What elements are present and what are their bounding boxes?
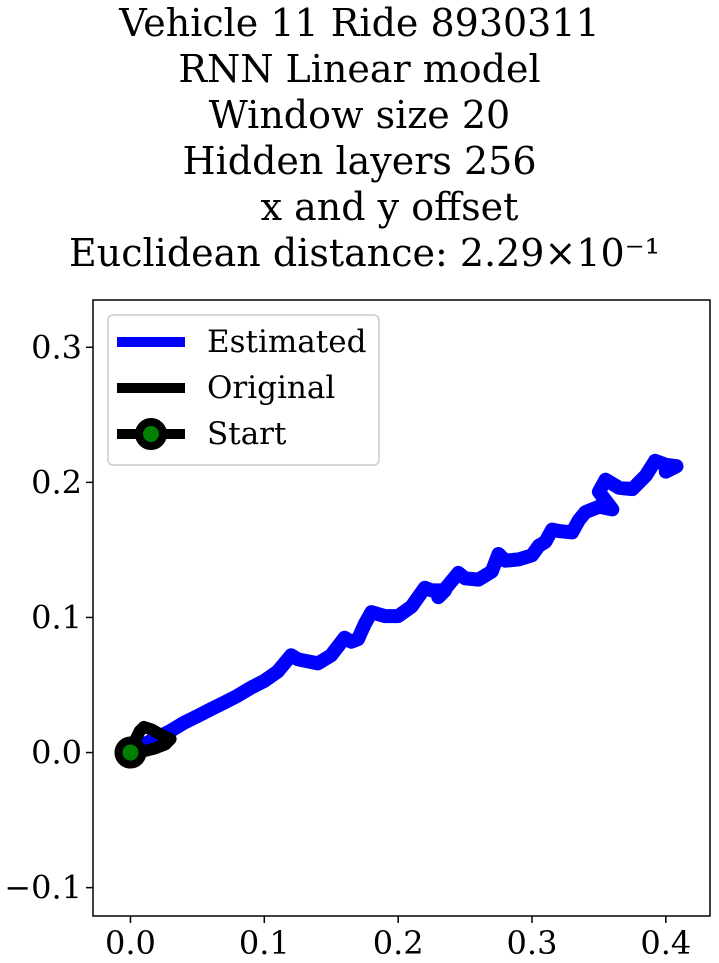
x-tick-label: 0.1 — [239, 924, 290, 962]
x-tick-label: 0.4 — [640, 924, 691, 962]
legend-label-start: Start — [207, 416, 287, 452]
y-tick-label: 0.1 — [31, 598, 82, 636]
plot-frame — [92, 299, 711, 917]
y-tick-label: 0.3 — [31, 328, 82, 366]
title-line: Hidden layers 256 — [182, 139, 537, 183]
legend-label-estimated: Estimated — [207, 324, 366, 360]
title-line: RNN Linear model — [178, 47, 541, 91]
x-tick-label: 0.0 — [105, 924, 156, 962]
legend-label-original: Original — [207, 370, 335, 406]
legend-marker-start — [135, 418, 167, 450]
start-marker — [114, 736, 147, 769]
title-line: x and y offset — [260, 185, 519, 229]
y-tick-label: −0.1 — [4, 869, 82, 907]
x-tick-label: 0.2 — [373, 924, 424, 962]
legend-box — [107, 314, 380, 466]
title-line: Euclidean distance: 2.29×10⁻¹ — [69, 231, 660, 275]
y-tick-label: 0.0 — [31, 734, 82, 772]
title-line: Window size 20 — [208, 93, 511, 137]
series-layer — [114, 453, 684, 769]
y-tick-label: 0.2 — [31, 463, 82, 501]
chart-title: Vehicle 11 Ride 8930311 RNN Linear model… — [0, 0, 719, 276]
title-line: Vehicle 11 Ride 8930311 — [119, 1, 600, 45]
x-tick-label: 0.3 — [507, 924, 558, 962]
tick-layer: 0.0 0.1 0.2 0.3 0.4 −0.1 0.0 0.1 0.2 0.3 — [4, 328, 691, 962]
series-estimated-line — [123, 453, 684, 760]
legend: Estimated Original Start — [107, 314, 380, 466]
